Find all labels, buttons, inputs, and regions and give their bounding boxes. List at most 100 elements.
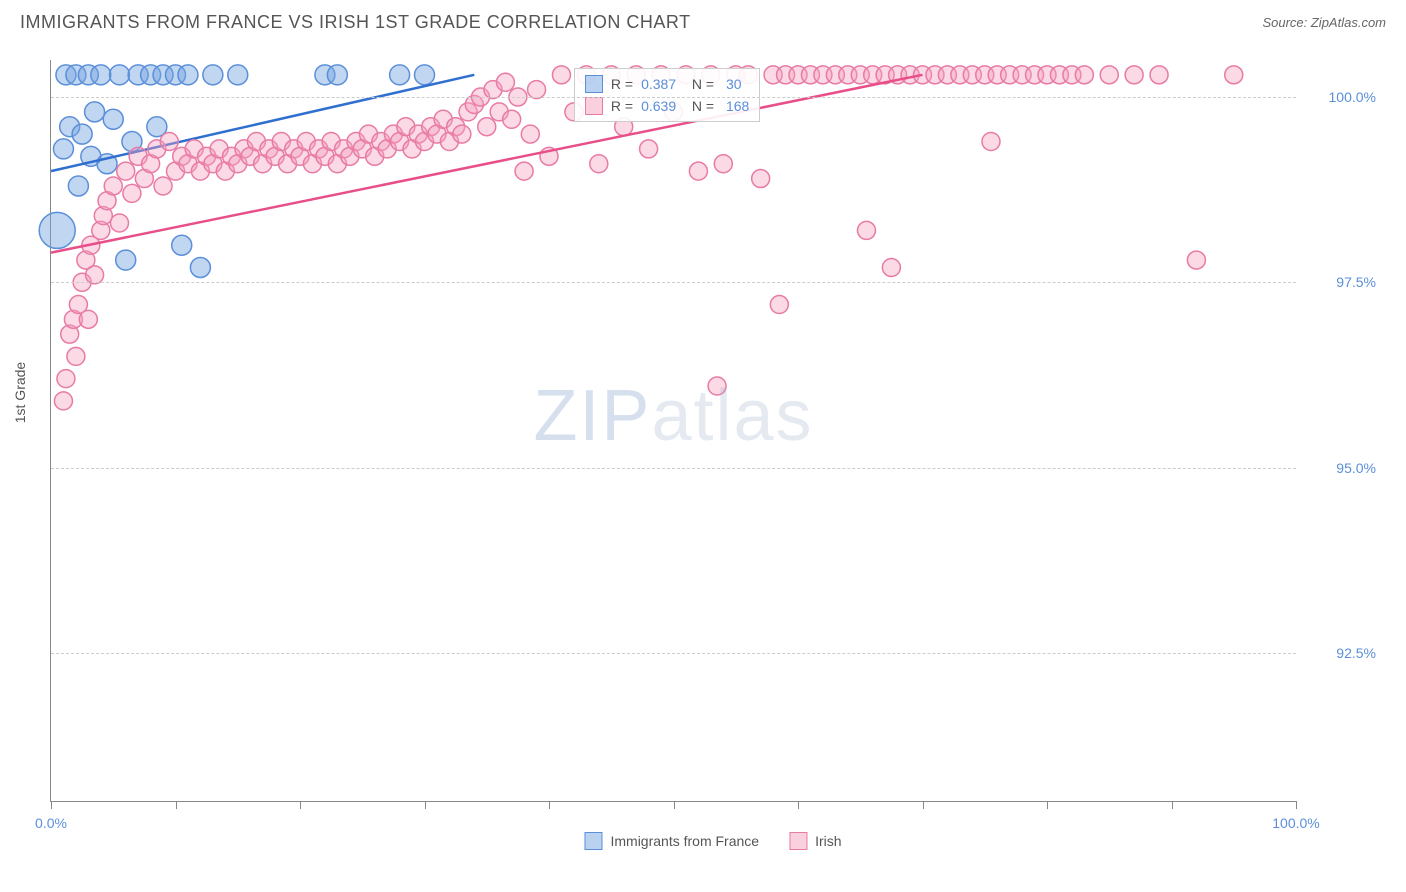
scatter-point — [39, 212, 75, 248]
x-tick — [1296, 801, 1297, 809]
scatter-point — [117, 162, 135, 180]
x-tick-label: 0.0% — [35, 815, 67, 831]
legend-series-item: Immigrants from France — [584, 832, 759, 850]
scatter-point — [109, 65, 129, 85]
x-tick — [549, 801, 550, 809]
scatter-point — [54, 392, 72, 410]
x-tick — [674, 801, 675, 809]
y-tick-label: 100.0% — [1306, 89, 1376, 105]
scatter-point — [104, 177, 122, 195]
x-tick-label: 100.0% — [1272, 815, 1319, 831]
legend-correlation-row: R = 0.387 N = 30 — [585, 73, 749, 95]
scatter-point — [521, 125, 539, 143]
scatter-point — [103, 109, 123, 129]
scatter-point — [708, 377, 726, 395]
scatter-point — [68, 176, 88, 196]
gridline-h — [51, 97, 1296, 98]
scatter-point — [528, 81, 546, 99]
scatter-point — [415, 65, 435, 85]
scatter-point — [1125, 66, 1143, 84]
x-tick — [300, 801, 301, 809]
scatter-point — [178, 65, 198, 85]
legend-correlation-row: R = 0.639 N = 168 — [585, 95, 749, 117]
chart-container: 1st Grade ZIPatlas R =0.387 N = 30R =0.6… — [40, 50, 1386, 842]
chart-header: IMMIGRANTS FROM FRANCE VS IRISH 1ST GRAD… — [0, 0, 1406, 41]
legend-n-label: N = — [684, 76, 714, 92]
plot-svg — [51, 60, 1296, 801]
gridline-h — [51, 282, 1296, 283]
scatter-point — [857, 221, 875, 239]
scatter-point — [1225, 66, 1243, 84]
plot-area: ZIPatlas R =0.387 N = 30R =0.639 N = 168… — [50, 60, 1296, 802]
scatter-point — [72, 124, 92, 144]
scatter-point — [1075, 66, 1093, 84]
scatter-point — [689, 162, 707, 180]
scatter-point — [57, 370, 75, 388]
scatter-point — [53, 139, 73, 159]
legend-r-value: 0.387 — [641, 76, 676, 92]
scatter-point — [172, 235, 192, 255]
scatter-point — [110, 214, 128, 232]
scatter-point — [154, 177, 172, 195]
scatter-point — [752, 170, 770, 188]
x-tick — [923, 801, 924, 809]
scatter-point — [478, 118, 496, 136]
scatter-point — [123, 184, 141, 202]
scatter-point — [190, 257, 210, 277]
scatter-point — [590, 155, 608, 173]
scatter-point — [1100, 66, 1118, 84]
legend-n-value: 30 — [722, 76, 741, 92]
scatter-point — [116, 250, 136, 270]
x-tick — [798, 801, 799, 809]
scatter-point — [91, 65, 111, 85]
scatter-point — [714, 155, 732, 173]
scatter-point — [982, 133, 1000, 151]
scatter-point — [86, 266, 104, 284]
x-tick — [1047, 801, 1048, 809]
gridline-h — [51, 653, 1296, 654]
legend-swatch-icon — [789, 832, 807, 850]
legend-r-label: R = — [611, 76, 633, 92]
legend-n-label: N = — [684, 98, 714, 114]
scatter-point — [552, 66, 570, 84]
legend-bottom: Immigrants from France Irish — [584, 832, 841, 850]
x-tick — [425, 801, 426, 809]
legend-r-value: 0.639 — [641, 98, 676, 114]
scatter-point — [453, 125, 471, 143]
y-tick-label: 95.0% — [1306, 460, 1376, 476]
x-tick — [51, 801, 52, 809]
scatter-point — [327, 65, 347, 85]
scatter-point — [1187, 251, 1205, 269]
scatter-point — [496, 73, 514, 91]
legend-series-label: Irish — [815, 833, 841, 849]
scatter-point — [515, 162, 533, 180]
scatter-point — [85, 102, 105, 122]
legend-swatch-icon — [584, 832, 602, 850]
scatter-point — [160, 133, 178, 151]
legend-swatch-icon — [585, 97, 603, 115]
scatter-point — [390, 65, 410, 85]
chart-source: Source: ZipAtlas.com — [1262, 15, 1386, 30]
y-axis-label: 1st Grade — [12, 362, 28, 423]
scatter-point — [640, 140, 658, 158]
scatter-point — [67, 347, 85, 365]
x-tick — [176, 801, 177, 809]
y-tick-label: 97.5% — [1306, 274, 1376, 290]
scatter-point — [1150, 66, 1168, 84]
legend-r-label: R = — [611, 98, 633, 114]
scatter-point — [503, 110, 521, 128]
legend-correlation-box: R = 0.387 N = 30 R = 0.639 N = 168 — [574, 68, 760, 122]
x-tick — [1172, 801, 1173, 809]
scatter-point — [79, 310, 97, 328]
legend-series-item: Irish — [789, 832, 841, 850]
scatter-point — [770, 296, 788, 314]
legend-n-value: 168 — [722, 98, 749, 114]
scatter-point — [228, 65, 248, 85]
y-tick-label: 92.5% — [1306, 645, 1376, 661]
scatter-point — [203, 65, 223, 85]
chart-title: IMMIGRANTS FROM FRANCE VS IRISH 1ST GRAD… — [20, 12, 691, 33]
legend-series-label: Immigrants from France — [610, 833, 759, 849]
scatter-point — [882, 258, 900, 276]
gridline-h — [51, 468, 1296, 469]
legend-swatch-icon — [585, 75, 603, 93]
